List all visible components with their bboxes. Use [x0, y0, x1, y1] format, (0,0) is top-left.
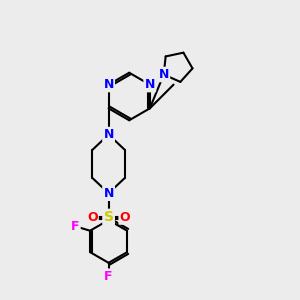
- Text: N: N: [145, 78, 155, 91]
- Text: F: F: [104, 270, 113, 283]
- Text: N: N: [159, 68, 169, 81]
- Text: F: F: [71, 220, 80, 233]
- Text: N: N: [103, 187, 114, 200]
- Text: S: S: [103, 210, 114, 224]
- Text: N: N: [103, 78, 114, 91]
- Text: N: N: [103, 128, 114, 141]
- Text: O: O: [87, 211, 98, 224]
- Text: O: O: [120, 211, 130, 224]
